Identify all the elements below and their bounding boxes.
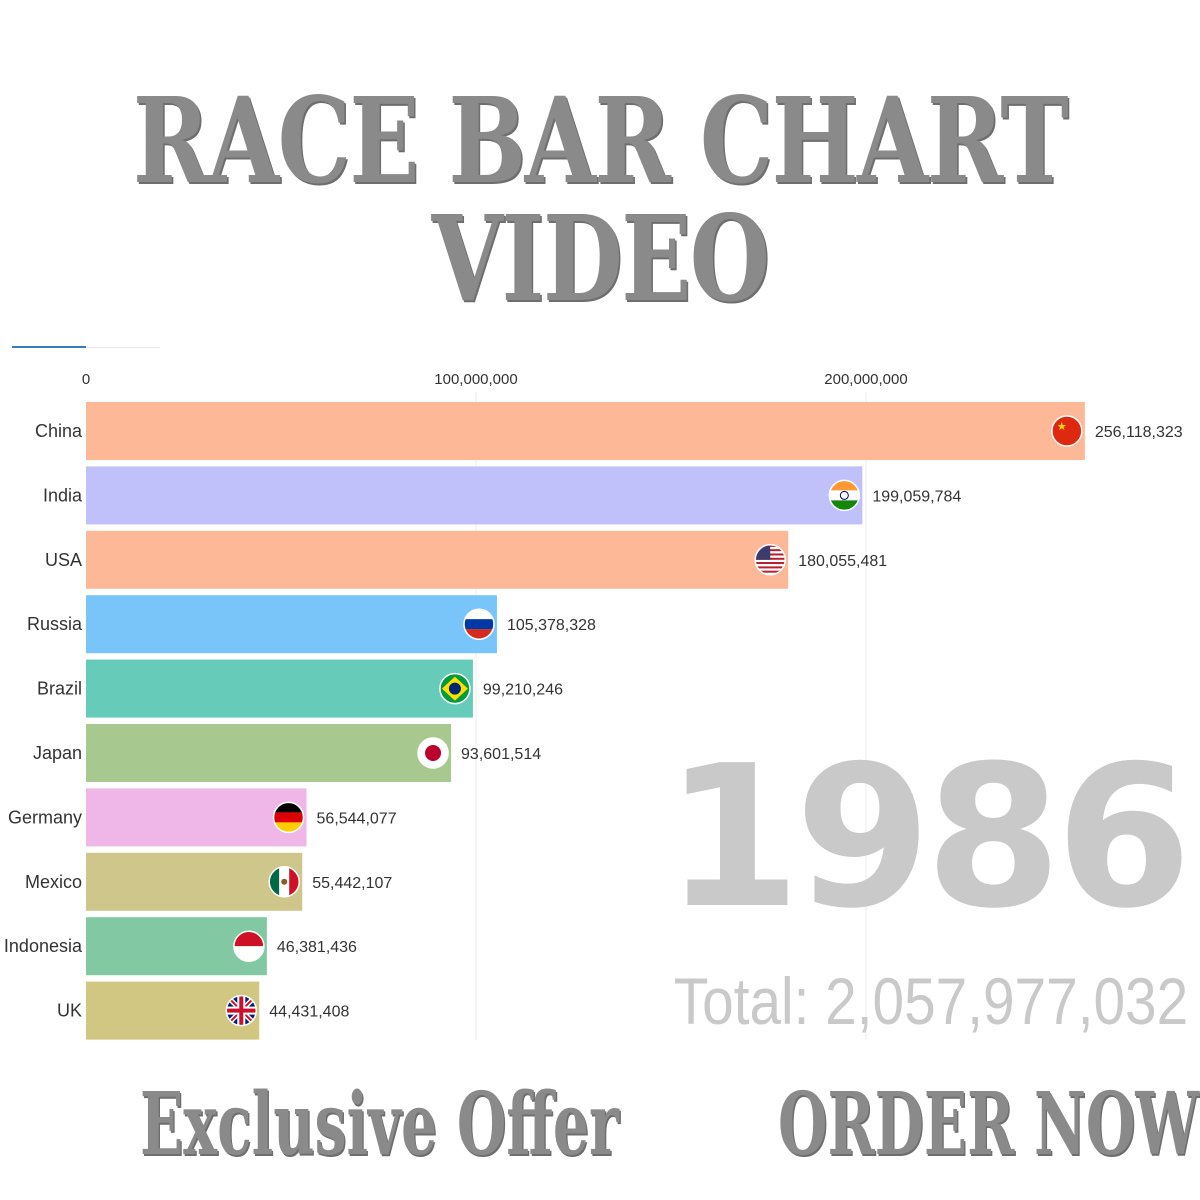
x-tick-label: 200,000,000 xyxy=(824,371,907,388)
total-label: Total: 2,057,977,032 xyxy=(673,964,1188,1038)
bar-row: Indonesia 46,381,436 xyxy=(4,917,357,976)
svg-text:★: ★ xyxy=(1057,421,1067,433)
bar-row: China ★ 256,118,323 xyxy=(35,402,1183,460)
indonesia-flag-icon xyxy=(233,930,265,962)
headline: RACE BAR CHART VIDEO xyxy=(132,71,1069,328)
russia-flag-icon xyxy=(463,608,495,640)
usa-flag-icon xyxy=(754,544,786,576)
germany-flag-icon xyxy=(272,801,305,834)
value-label: 256,118,323 xyxy=(1095,424,1183,441)
india-flag-icon xyxy=(828,479,861,512)
category-label: Japan xyxy=(33,743,82,763)
category-label: UK xyxy=(57,1001,82,1021)
value-label: 44,431,408 xyxy=(269,1004,349,1021)
category-label: Russia xyxy=(27,614,83,634)
china-flag-icon: ★ xyxy=(1051,415,1083,447)
value-label: 56,544,077 xyxy=(317,810,397,827)
category-label: Indonesia xyxy=(4,936,83,956)
value-label: 199,059,784 xyxy=(872,488,961,505)
bar xyxy=(86,852,303,911)
value-label: 180,055,481 xyxy=(798,553,887,570)
bar xyxy=(86,530,789,589)
bar xyxy=(86,595,497,654)
progress-track[interactable] xyxy=(12,346,160,348)
bar xyxy=(86,466,863,525)
bar-row: Japan 93,601,514 xyxy=(33,724,541,782)
bar xyxy=(86,659,473,718)
value-label: 46,381,436 xyxy=(277,939,357,956)
bar-row: Brazil 99,210,246 xyxy=(37,659,563,718)
bar-row: India 199,059,784 xyxy=(43,466,961,525)
value-label: 55,442,107 xyxy=(312,875,392,892)
bar-row: Russia 105,378,328 xyxy=(27,595,596,654)
exclusive-offer-text[interactable]: Exclusive Offer xyxy=(140,1074,619,1175)
uk-flag-icon xyxy=(225,994,258,1027)
value-label: 99,210,246 xyxy=(483,682,563,699)
category-label: Germany xyxy=(8,807,82,827)
progress-fill xyxy=(12,346,86,348)
bar-row: Mexico 55,442,107 xyxy=(25,852,392,911)
category-label: India xyxy=(43,485,83,505)
japan-flag-icon xyxy=(417,737,449,769)
mexico-flag-icon xyxy=(268,866,300,898)
bar-row: Germany 56,544,077 xyxy=(8,788,397,847)
category-label: Mexico xyxy=(25,872,82,892)
bar xyxy=(86,402,1085,460)
value-label: 105,378,328 xyxy=(507,617,596,634)
category-label: China xyxy=(35,421,83,441)
category-label: Brazil xyxy=(37,679,82,699)
order-now-button[interactable]: ORDER NOW xyxy=(778,1074,1200,1175)
x-tick-label: 100,000,000 xyxy=(434,371,517,388)
bar xyxy=(86,788,307,847)
value-label: 93,601,514 xyxy=(461,746,541,763)
category-label: USA xyxy=(45,550,82,570)
bar-row: UK 44,431,408 xyxy=(57,981,349,1040)
bar-row: USA 180,055,481 xyxy=(45,530,887,589)
brazil-flag-icon xyxy=(439,672,471,705)
x-tick-label: 0 xyxy=(82,371,90,388)
year-label: 1986 xyxy=(664,724,1192,952)
bar xyxy=(86,724,452,782)
race-bar-chart: 0 100,000,000 200,000,000 China ★ 256,118,32… xyxy=(4,371,1183,1040)
